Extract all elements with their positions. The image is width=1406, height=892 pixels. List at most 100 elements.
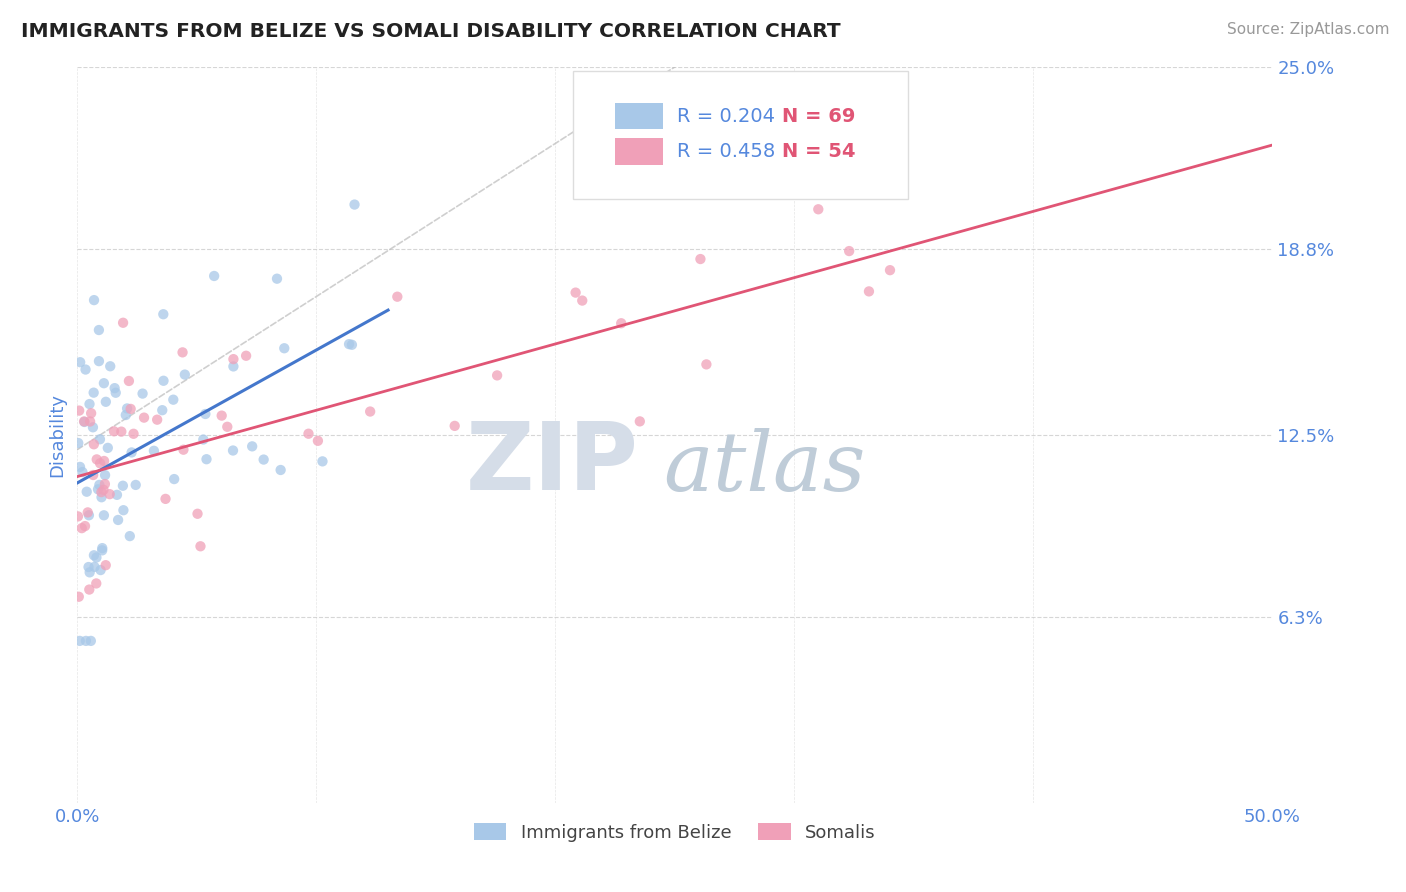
Point [75, 633, 97, 648]
Point [337, 337, 360, 351]
Point [186, 507, 208, 521]
Point [98, 359, 121, 374]
FancyBboxPatch shape [616, 103, 664, 129]
Point [94, 558, 117, 573]
Point [118, 374, 141, 388]
Point [307, 434, 329, 448]
Point [217, 419, 239, 434]
Point [80, 633, 103, 648]
FancyBboxPatch shape [616, 138, 664, 165]
Text: R = 0.458: R = 0.458 [678, 142, 776, 161]
Point [125, 478, 148, 492]
Point [112, 503, 135, 517]
Point [222, 359, 245, 374]
Point [695, 358, 717, 372]
Point [90, 485, 112, 500]
Point [222, 443, 245, 458]
Point [75, 362, 97, 376]
Point [194, 407, 217, 421]
Point [152, 307, 174, 321]
Point [253, 452, 276, 467]
Point [111, 479, 134, 493]
Point [83, 437, 105, 451]
Point [83, 560, 105, 574]
Point [115, 401, 138, 416]
Point [387, 290, 409, 304]
Point [564, 285, 586, 300]
Y-axis label: Disability: Disability [48, 392, 66, 477]
Point [76, 484, 98, 499]
Point [297, 426, 319, 441]
Point [93, 483, 115, 497]
Point [79, 566, 101, 580]
Point [94, 468, 117, 483]
Point [98, 487, 121, 501]
Point [103, 425, 125, 439]
Point [173, 368, 195, 382]
Point [94, 477, 117, 491]
Text: R = 0.204: R = 0.204 [678, 107, 775, 126]
Point [222, 352, 245, 367]
Point [838, 244, 860, 258]
Text: atlas: atlas [664, 428, 865, 508]
Point [311, 454, 333, 468]
Point [359, 404, 381, 418]
Point [79, 582, 101, 597]
Point [72, 465, 94, 479]
Point [610, 316, 633, 330]
Point [87, 323, 110, 337]
Point [155, 491, 177, 506]
Point [114, 408, 136, 422]
Point [172, 442, 194, 457]
Point [73, 519, 96, 533]
Point [87, 354, 110, 368]
Point [83, 293, 105, 307]
Point [104, 385, 127, 400]
Point [146, 412, 169, 426]
Point [94, 394, 117, 409]
Text: IMMIGRANTS FROM BELIZE VS SOMALI DISABILITY CORRELATION CHART: IMMIGRANTS FROM BELIZE VS SOMALI DISABIL… [21, 22, 841, 41]
Point [73, 414, 96, 428]
Point [89, 478, 111, 492]
Point [79, 397, 101, 411]
Point [76, 505, 98, 519]
Point [105, 488, 128, 502]
Point [91, 543, 114, 558]
Text: ZIP: ZIP [467, 418, 640, 510]
Point [193, 433, 215, 447]
Point [195, 452, 218, 467]
Point [107, 513, 129, 527]
Point [82, 420, 104, 434]
Point [67, 403, 90, 417]
Point [190, 539, 212, 553]
Point [150, 403, 173, 417]
Point [162, 392, 184, 407]
Point [90, 490, 112, 504]
Point [110, 425, 132, 439]
Point [84, 576, 107, 591]
FancyBboxPatch shape [574, 70, 908, 200]
Point [172, 345, 194, 359]
Point [77, 508, 100, 523]
Point [270, 463, 292, 477]
Point [67, 590, 90, 604]
Point [120, 401, 142, 416]
Point [86, 550, 108, 565]
Point [118, 529, 141, 543]
Point [79, 415, 101, 429]
Point [97, 441, 120, 455]
Point [67, 436, 90, 450]
Point [83, 549, 105, 563]
Point [104, 381, 127, 395]
Point [121, 445, 143, 459]
Point [858, 285, 880, 299]
Point [131, 386, 153, 401]
Point [69, 459, 91, 474]
Point [340, 338, 363, 352]
Point [93, 508, 115, 523]
Point [273, 341, 295, 355]
Point [571, 293, 593, 308]
Legend: Immigrants from Belize, Somalis: Immigrants from Belize, Somalis [467, 815, 883, 849]
Point [89, 432, 111, 446]
Point [83, 385, 105, 400]
